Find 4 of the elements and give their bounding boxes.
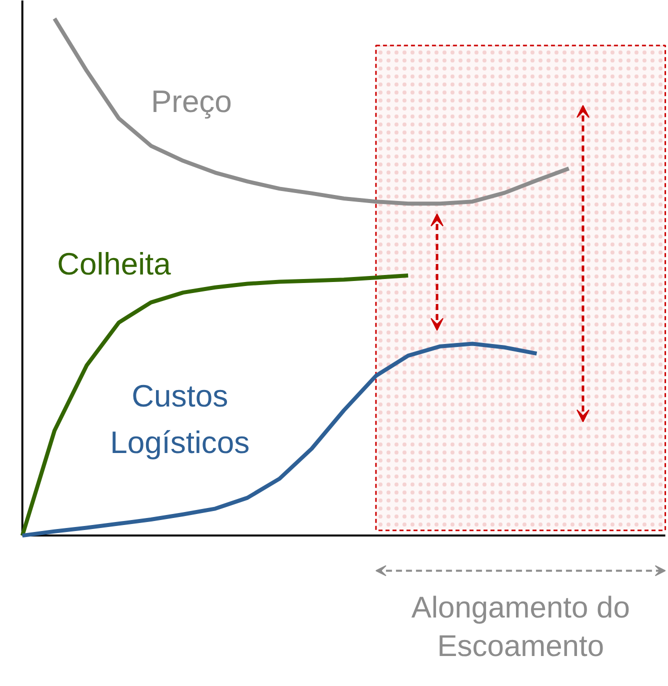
series-label: Preço	[150, 84, 232, 119]
series-label: Custos Logísticos	[110, 378, 250, 460]
series-label: Colheita	[57, 246, 172, 282]
text: Alongamento do Escoamento	[411, 591, 630, 664]
